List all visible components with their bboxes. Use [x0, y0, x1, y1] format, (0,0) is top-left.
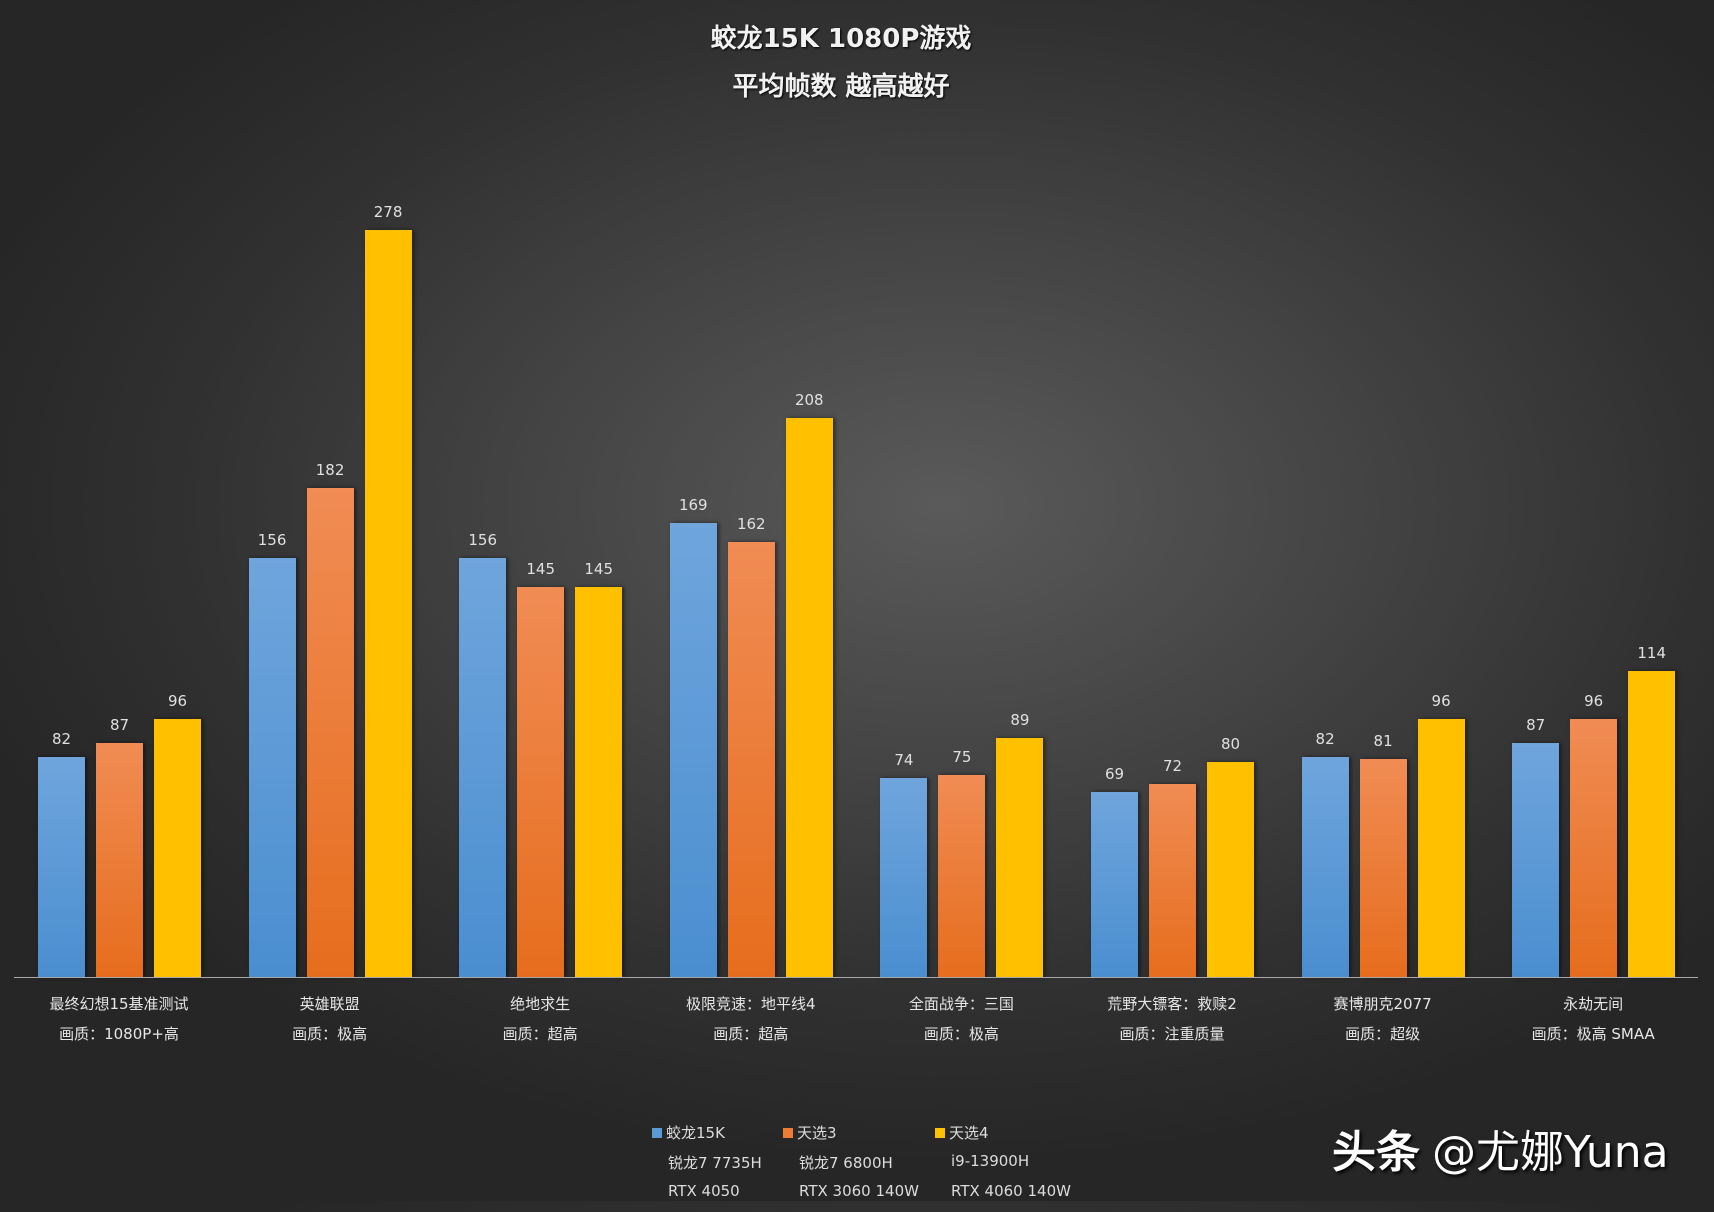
bar: [154, 719, 201, 977]
bar: [96, 743, 143, 977]
legend-cpu: 锐龙7 7735H: [668, 1154, 762, 1172]
data-label: 208: [794, 391, 824, 410]
bar: [1207, 762, 1254, 977]
category-quality: 画质：注重质量: [1119, 1025, 1225, 1043]
bar: [1359, 759, 1407, 977]
category-name: 全面战争：三国: [908, 995, 1014, 1013]
bar: [1091, 791, 1138, 977]
category-label: 荒野大镖客：救赎2 画质：注重质量: [1067, 993, 1277, 1044]
data-label: 81: [1373, 732, 1393, 751]
data-label: 89: [1010, 710, 1030, 729]
data-label: 80: [1220, 735, 1241, 754]
bar: [248, 557, 296, 977]
data-label: 74: [894, 751, 914, 770]
bar: [38, 756, 85, 977]
bar: [1570, 719, 1618, 977]
data-label: 182: [315, 460, 345, 479]
watermark-brand: 头条: [1332, 1127, 1420, 1178]
data-label: 156: [257, 530, 287, 549]
category-label: 英雄联盟画质：极高: [225, 993, 435, 1044]
legend-item-s1: 天选3 锐龙7 6800H RTX 3060 140W: [783, 1122, 943, 1212]
bar: [669, 522, 717, 977]
category-quality: 画质：极高: [923, 1025, 999, 1043]
category-label: 赛博朋克2077 画质：超级: [1278, 993, 1488, 1044]
chart-title: 蛟龙15K 1080P游戏: [710, 24, 972, 54]
data-label: 145: [584, 560, 613, 579]
category-name: 永劫无间: [1563, 995, 1624, 1013]
category-quality: 画质：超高: [713, 1025, 789, 1043]
legend-swatch-icon: [652, 1128, 662, 1138]
category-quality: 画质：超级: [1345, 1025, 1421, 1043]
legend-swatch-icon: [783, 1128, 793, 1138]
category-label: 绝地求生画质：超高: [435, 993, 645, 1044]
bar: [459, 557, 507, 977]
bar: [1301, 756, 1349, 977]
x-axis-line: [14, 977, 1698, 978]
data-label: 72: [1162, 756, 1183, 775]
category-name: 极限竞速：地平线4: [686, 995, 816, 1013]
category-quality: 画质：超高: [502, 1025, 578, 1043]
bar: [1512, 743, 1560, 977]
data-label: 75: [952, 748, 972, 767]
bar: [1628, 670, 1676, 977]
bar: [996, 737, 1044, 977]
data-label: 145: [526, 560, 555, 579]
data-label: 169: [678, 495, 708, 514]
data-label: 82: [51, 729, 72, 748]
bar: [306, 487, 354, 977]
data-label: 96: [1431, 692, 1451, 711]
data-label: 96: [167, 692, 188, 711]
bar: [575, 587, 623, 977]
legend-gpu: RTX 4050: [668, 1182, 740, 1200]
bar: [517, 587, 565, 977]
watermark: 头条 @尤娜Yuna: [1332, 1116, 1669, 1180]
legend-swatch-icon: [935, 1128, 945, 1138]
category-name: 英雄联盟: [299, 995, 360, 1013]
category-name: 最终幻想15基准测试: [49, 995, 189, 1013]
legend-gpu: RTX 3060 140W: [799, 1182, 919, 1200]
category-name: 绝地求生: [510, 995, 571, 1013]
legend-label: 天选4: [949, 1124, 989, 1142]
category-name: 赛博朋克2077: [1333, 995, 1432, 1013]
data-label: 87: [109, 716, 130, 735]
bar: [938, 775, 986, 977]
data-label: 156: [468, 530, 497, 549]
category-label: 全面战争：三国 画质：极高: [856, 993, 1066, 1044]
bar: [1417, 719, 1465, 977]
data-label: 114: [1637, 643, 1666, 662]
bar: [880, 778, 928, 977]
category-label: 最终幻想15基准测试 画质：1080P+高: [14, 993, 224, 1044]
data-label: 69: [1104, 764, 1125, 783]
category-quality: 画质：1080P+高: [59, 1025, 179, 1043]
data-label: 96: [1584, 692, 1604, 711]
category-label: 永劫无间画质：极高 SMAA: [1488, 993, 1698, 1044]
legend-label: 蛟龙15K: [666, 1124, 725, 1142]
legend-item-s0: 蛟龙15K 锐龙7 7735H RTX 4050: [652, 1122, 812, 1212]
watermark-handle: @尤娜Yuna: [1432, 1127, 1669, 1178]
data-label: 82: [1315, 729, 1335, 748]
legend-cpu: i9-13900H: [951, 1152, 1030, 1170]
legend-item-s2: 天选4 i9-13900H RTX 4060 140W: [935, 1122, 1095, 1212]
data-label: 87: [1526, 716, 1546, 735]
category-quality: 画质：极高: [292, 1025, 368, 1043]
data-label: 162: [736, 514, 766, 533]
chart-subtitle: 平均帧数 越高越好: [732, 72, 950, 102]
bar: [1149, 783, 1196, 977]
legend-label: 天选3: [797, 1124, 837, 1142]
category-name: 荒野大镖客：救赎2: [1107, 995, 1237, 1013]
category-label: 极限竞速：地平线4 画质：超高: [646, 993, 856, 1044]
data-label: 278: [373, 203, 403, 221]
bar: [727, 541, 775, 977]
legend-cpu: 锐龙7 6800H: [799, 1154, 893, 1172]
legend-gpu: RTX 4060 140W: [951, 1182, 1071, 1200]
category-quality: 画质：极高 SMAA: [1531, 1025, 1655, 1043]
bar: [785, 418, 833, 977]
bar: [364, 230, 412, 977]
